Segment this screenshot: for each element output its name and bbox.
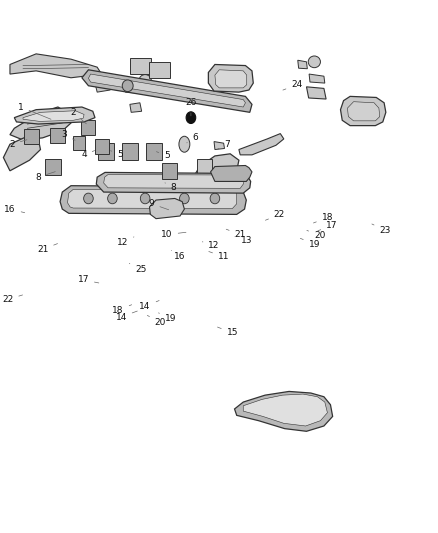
Polygon shape — [215, 70, 247, 88]
Ellipse shape — [139, 75, 151, 86]
FancyBboxPatch shape — [45, 159, 61, 174]
Polygon shape — [347, 102, 380, 121]
FancyBboxPatch shape — [98, 143, 114, 160]
Text: 16: 16 — [4, 205, 25, 214]
Text: 25: 25 — [129, 263, 146, 273]
Polygon shape — [243, 394, 328, 426]
Text: 22: 22 — [2, 295, 23, 304]
Text: 12: 12 — [202, 241, 220, 250]
Ellipse shape — [165, 189, 182, 206]
Polygon shape — [14, 107, 95, 124]
Text: 16: 16 — [171, 251, 186, 261]
Polygon shape — [152, 82, 162, 88]
Polygon shape — [10, 107, 71, 140]
Polygon shape — [10, 54, 102, 78]
Polygon shape — [88, 74, 245, 107]
FancyBboxPatch shape — [197, 159, 212, 175]
Text: 3: 3 — [62, 130, 75, 140]
Polygon shape — [307, 87, 326, 99]
Polygon shape — [234, 391, 332, 431]
Text: 19: 19 — [159, 313, 176, 323]
Polygon shape — [309, 74, 325, 83]
Ellipse shape — [210, 193, 220, 204]
Text: 17: 17 — [318, 221, 338, 231]
Ellipse shape — [179, 136, 190, 152]
Text: 7: 7 — [217, 140, 230, 149]
Text: 2: 2 — [71, 108, 86, 124]
Text: 18: 18 — [314, 213, 333, 223]
Text: 2: 2 — [9, 140, 27, 149]
FancyBboxPatch shape — [130, 58, 151, 74]
Text: 9: 9 — [149, 199, 169, 210]
Text: 14: 14 — [116, 311, 137, 321]
Polygon shape — [208, 64, 253, 92]
Text: 15: 15 — [218, 327, 238, 337]
Ellipse shape — [122, 80, 133, 92]
Text: 22: 22 — [265, 210, 285, 220]
Polygon shape — [67, 189, 237, 208]
FancyBboxPatch shape — [122, 143, 138, 160]
Text: 12: 12 — [117, 237, 134, 247]
Polygon shape — [130, 103, 141, 112]
FancyBboxPatch shape — [81, 120, 95, 135]
Polygon shape — [96, 172, 251, 193]
Ellipse shape — [108, 193, 117, 204]
Text: 8: 8 — [35, 172, 55, 182]
Text: 24: 24 — [283, 80, 303, 90]
Text: 11: 11 — [209, 252, 230, 261]
Text: 10: 10 — [161, 230, 186, 239]
FancyBboxPatch shape — [73, 136, 85, 150]
Polygon shape — [23, 111, 84, 122]
Ellipse shape — [308, 56, 321, 68]
Polygon shape — [104, 174, 244, 188]
Polygon shape — [211, 165, 252, 181]
Text: 5: 5 — [111, 150, 123, 159]
FancyBboxPatch shape — [149, 62, 170, 78]
FancyBboxPatch shape — [50, 128, 65, 143]
Text: 5: 5 — [156, 151, 170, 160]
Polygon shape — [191, 154, 239, 192]
FancyBboxPatch shape — [24, 130, 39, 144]
Polygon shape — [82, 70, 252, 112]
Polygon shape — [149, 198, 184, 219]
Polygon shape — [298, 60, 307, 69]
Polygon shape — [239, 134, 284, 155]
Polygon shape — [4, 136, 40, 171]
Text: 4: 4 — [81, 150, 95, 159]
Text: 26: 26 — [185, 98, 197, 116]
Polygon shape — [124, 83, 138, 93]
FancyBboxPatch shape — [95, 139, 109, 154]
Text: 20: 20 — [307, 230, 325, 240]
Ellipse shape — [180, 193, 189, 204]
Ellipse shape — [140, 193, 150, 204]
Text: 21: 21 — [37, 244, 57, 254]
Text: 23: 23 — [372, 224, 391, 235]
Text: 14: 14 — [139, 301, 159, 311]
Text: 18: 18 — [112, 305, 132, 314]
Text: 13: 13 — [235, 237, 252, 246]
Text: 20: 20 — [147, 316, 166, 327]
Text: 21: 21 — [226, 229, 246, 239]
Polygon shape — [214, 142, 225, 150]
Text: 8: 8 — [165, 183, 177, 192]
Polygon shape — [95, 82, 110, 92]
FancyBboxPatch shape — [146, 143, 162, 160]
Ellipse shape — [186, 112, 196, 124]
Text: 17: 17 — [78, 275, 99, 284]
Text: 19: 19 — [300, 238, 320, 249]
Ellipse shape — [84, 193, 93, 204]
Polygon shape — [340, 96, 386, 126]
FancyBboxPatch shape — [162, 163, 177, 179]
Text: 6: 6 — [187, 133, 198, 143]
Polygon shape — [60, 185, 246, 214]
Text: 1: 1 — [18, 102, 51, 119]
